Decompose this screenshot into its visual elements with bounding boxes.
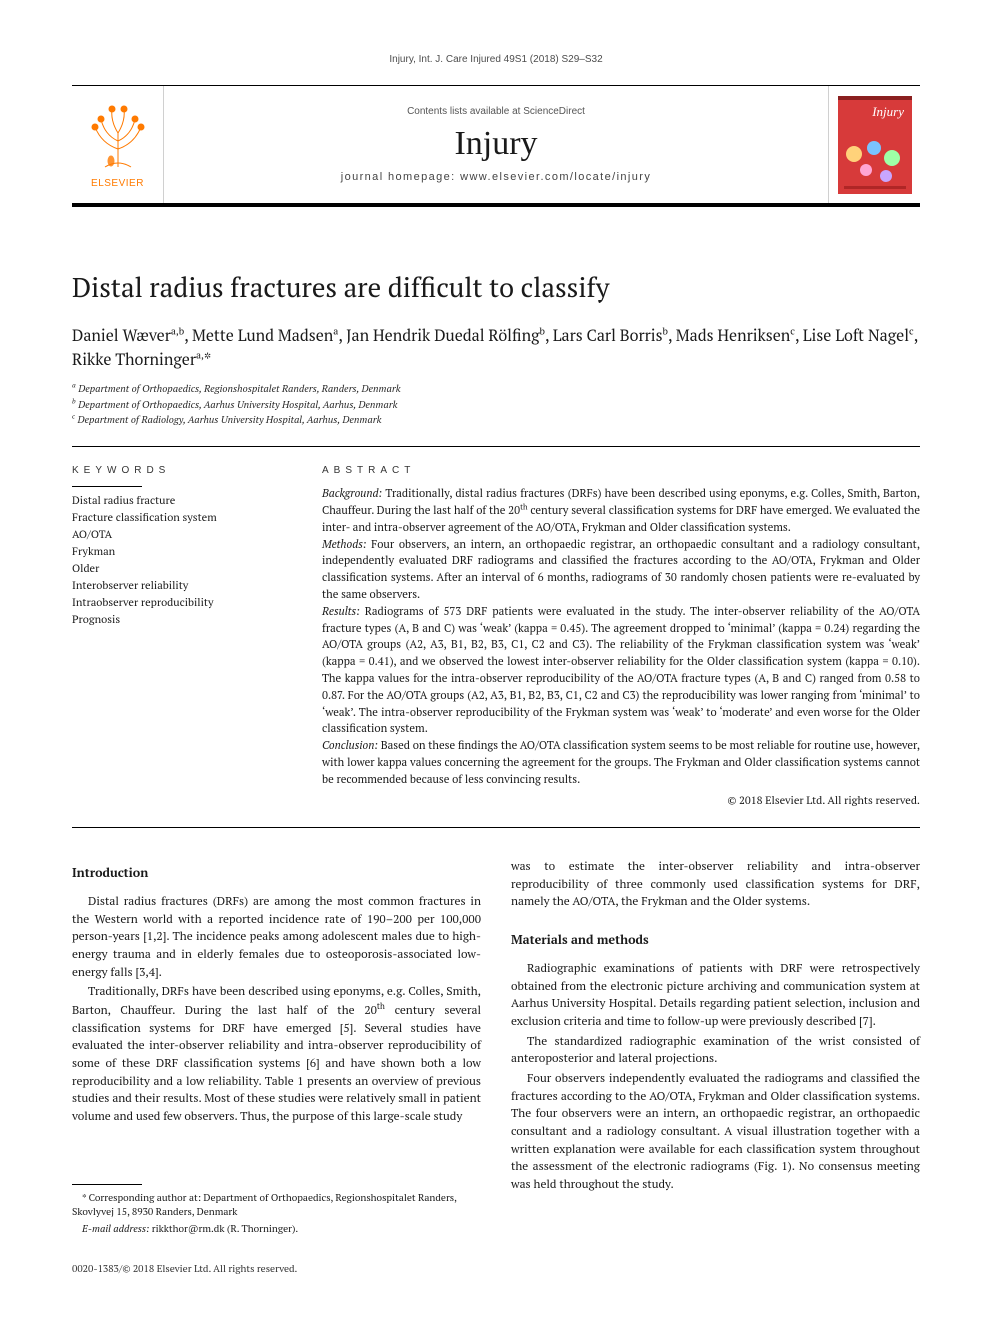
mm-paragraph-3: Four observers independently evaluated t… — [511, 1070, 920, 1194]
abstract-copyright: © 2018 Elsevier Ltd. All rights reserved… — [322, 793, 920, 810]
mm-paragraph-1: Radiographic examinations of patients wi… — [511, 960, 920, 1031]
keyword-item: Frykman — [72, 544, 284, 561]
affiliation-c: c Department of Radiology, Aarhus Univer… — [72, 412, 920, 428]
introduction-head: Introduction — [72, 864, 481, 883]
keywords-head: KEYWORDS — [72, 465, 284, 476]
keyword-item: Prognosis — [72, 612, 284, 629]
elsevier-wordmark: ELSEVIER — [81, 178, 155, 189]
running-head: Injury, Int. J. Care Injured 49S1 (2018)… — [72, 54, 920, 65]
meta-top-rule — [72, 446, 920, 447]
keyword-item: Interobserver reliability — [72, 578, 284, 595]
keyword-item: AO/OTA — [72, 527, 284, 544]
materials-methods-head: Materials and methods — [511, 931, 920, 950]
keywords-rule — [72, 486, 142, 487]
journal-cover-box: Injury — [828, 86, 920, 203]
abstract-conclusion: Conclusion: Based on these findings the … — [322, 738, 920, 788]
abstract-methods: Methods: Four observers, an intern, an o… — [322, 537, 920, 604]
journal-homepage: journal homepage: www.elsevier.com/locat… — [341, 171, 652, 183]
abstract-results: Results: Radiograms of 573 DRF patients … — [322, 604, 920, 738]
intro-continuation: was to estimate the inter-observer relia… — [511, 858, 920, 911]
sciencedirect-line: Contents lists available at ScienceDirec… — [407, 106, 585, 117]
elsevier-logo: ELSEVIER — [81, 99, 155, 191]
mm-paragraph-2: The standardized radiographic examinatio… — [511, 1033, 920, 1068]
abstract-head: ABSTRACT — [322, 465, 920, 476]
abstract-background: Background: Traditionally, distal radius… — [322, 486, 920, 537]
keyword-item: Fracture classification system — [72, 510, 284, 527]
keyword-item: Distal radius fracture — [72, 493, 284, 510]
page-footer: 0020-1383/© 2018 Elsevier Ltd. All right… — [72, 1262, 920, 1275]
abstract-column: ABSTRACT Background: Traditionally, dist… — [322, 465, 920, 810]
svg-text:Injury: Injury — [871, 104, 904, 119]
meta-bottom-rule — [72, 827, 920, 828]
keyword-item: Older — [72, 561, 284, 578]
intro-paragraph-1: Distal radius fractures (DRFs) are among… — [72, 893, 481, 981]
corresponding-author-note: * Corresponding author at: Department of… — [72, 1191, 481, 1220]
article-title: Distal radius fractures are difficult to… — [72, 269, 920, 305]
affiliations: a Department of Orthopaedics, Regionshos… — [72, 381, 920, 428]
footnote-rule — [72, 1184, 142, 1185]
intro-paragraph-2: Traditionally, DRFs have been described … — [72, 983, 481, 1125]
masthead: ELSEVIER Contents lists available at Sci… — [72, 85, 920, 207]
publisher-logo-box: ELSEVIER — [72, 86, 164, 203]
keywords-column: KEYWORDS Distal radius fractureFracture … — [72, 465, 284, 810]
journal-name: Injury — [454, 125, 537, 163]
elsevier-tree-icon — [81, 99, 155, 171]
keywords-list: Distal radius fractureFracture classific… — [72, 493, 284, 629]
affiliation-b: b Department of Orthopaedics, Aarhus Uni… — [72, 397, 920, 413]
affiliation-a: a Department of Orthopaedics, Regionshos… — [72, 381, 920, 397]
footnotes: * Corresponding author at: Department of… — [72, 1191, 481, 1237]
body-column-left: Introduction Distal radius fractures (DR… — [72, 858, 481, 1238]
email-note: E-mail address: rikkthor@rm.dk (R. Thorn… — [72, 1222, 481, 1237]
body-column-right: was to estimate the inter-observer relia… — [511, 858, 920, 1238]
authors-line: Daniel Wævera,b, Mette Lund Madsena, Jan… — [72, 323, 920, 371]
keyword-item: Intraobserver reproducibility — [72, 595, 284, 612]
journal-cover-icon: Injury — [838, 96, 912, 194]
